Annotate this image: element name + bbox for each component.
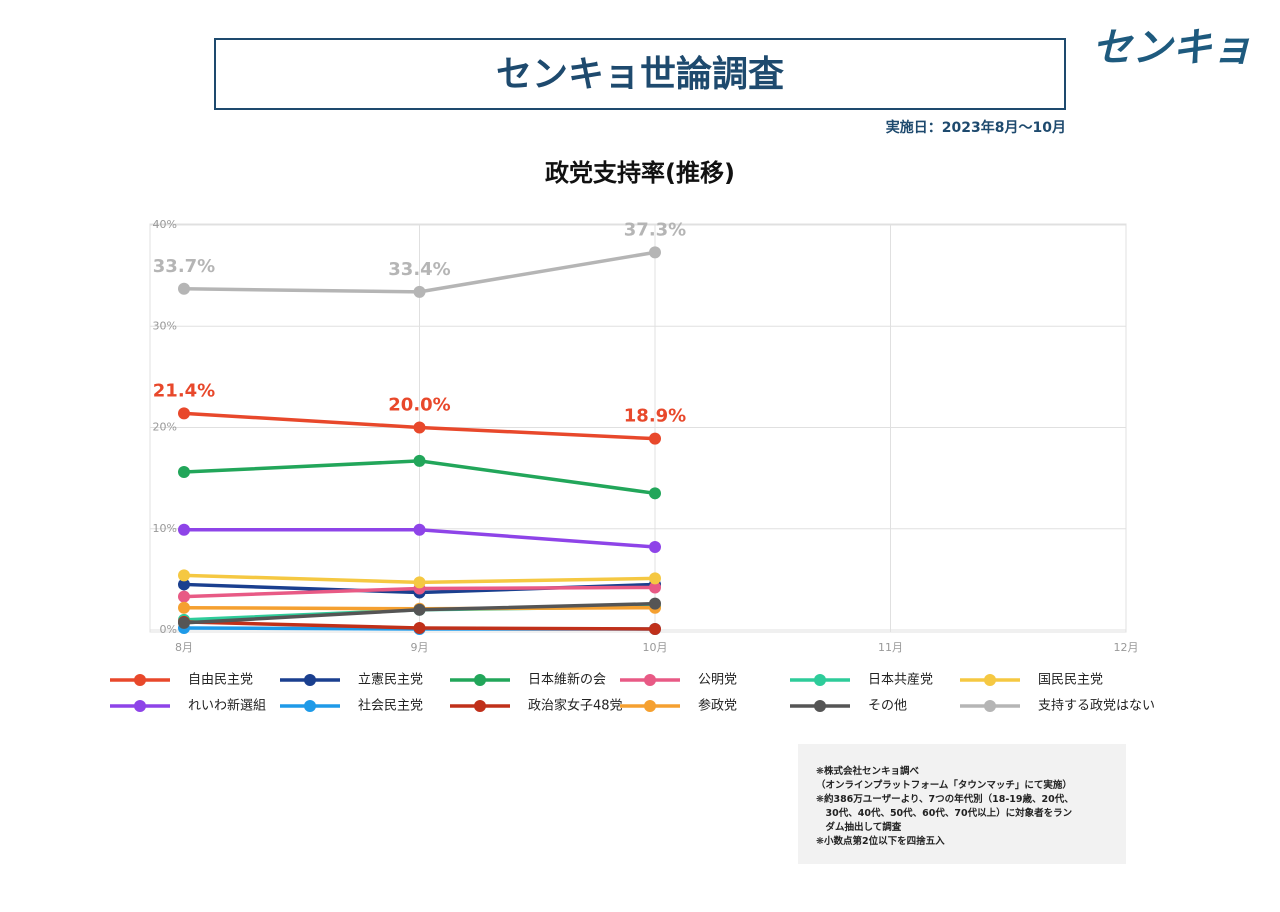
- chart-title: 政党支持率(推移): [545, 159, 735, 187]
- header-box: [214, 38, 1066, 110]
- note-line: ❋約386万ユーザーより、7つの年代別（18-19歳、20代、: [816, 793, 1074, 805]
- data-label: 33.7%: [153, 256, 215, 277]
- y-tick-label: 10%: [153, 522, 177, 535]
- legend-label: 日本共産党: [868, 672, 933, 688]
- note-line: ダム抽出して調査: [816, 821, 902, 833]
- x-tick-label: 8月: [175, 641, 193, 654]
- legend-marker: [984, 700, 996, 712]
- legend-marker: [644, 674, 656, 686]
- data-label: 37.3%: [624, 219, 686, 240]
- data-point: [649, 622, 661, 635]
- legend-label: 立憲民主党: [358, 672, 423, 688]
- data-point: [178, 601, 190, 614]
- date: 実施日：2023年8月〜10月: [886, 119, 1066, 136]
- data-point: [178, 407, 190, 420]
- data-point: [178, 282, 190, 295]
- legend-marker: [814, 700, 826, 712]
- legend-marker: [304, 674, 316, 686]
- data-point: [649, 487, 661, 500]
- data-point: [649, 432, 661, 445]
- legend-label: 公明党: [698, 673, 737, 688]
- legend-label: 参政党: [698, 698, 737, 714]
- note-line: 30代、40代、50代、60代、70代以上）に対象者をラン: [816, 807, 1072, 819]
- data-point: [649, 246, 661, 259]
- notes-box: [798, 744, 1126, 864]
- data-point: [413, 621, 426, 634]
- legend-label: 国民民主党: [1038, 673, 1103, 688]
- legend-marker: [304, 700, 316, 712]
- y-tick-label: 30%: [153, 319, 177, 332]
- data-point: [178, 523, 190, 536]
- data-point: [178, 616, 190, 629]
- legend-label: 政治家女子48党: [528, 698, 623, 714]
- legend-marker: [134, 674, 146, 686]
- legend-label: 支持する政党はない: [1038, 699, 1155, 714]
- x-tick-label: 9月: [411, 641, 429, 654]
- data-point: [413, 285, 426, 298]
- legend-label: 日本維新の会: [528, 672, 606, 688]
- y-tick-label: 20%: [153, 421, 177, 434]
- data-point: [413, 454, 426, 467]
- data-label: 18.9%: [624, 406, 686, 427]
- data-point: [649, 597, 661, 610]
- note-line: （オンラインプラットフォーム「タウンマッチ」にて実施）: [816, 779, 1072, 791]
- data-label: 21.4%: [153, 380, 215, 401]
- data-point: [649, 540, 661, 553]
- legend-marker: [474, 674, 486, 686]
- y-tick-label: 40%: [153, 218, 177, 231]
- note-line: ❋小数点第2位以下を四捨五入: [816, 835, 945, 847]
- legend-label: 自由民主党: [188, 673, 253, 688]
- data-point: [413, 603, 426, 616]
- legend-label: その他: [868, 699, 907, 714]
- data-point: [178, 590, 190, 603]
- legend-label: れいわ新選組: [188, 698, 266, 714]
- data-point: [178, 569, 190, 582]
- x-tick-label: 10月: [643, 641, 668, 654]
- data-point: [413, 576, 426, 589]
- legend-marker: [134, 700, 146, 712]
- logo: センキョ: [1092, 25, 1252, 71]
- y-tick-label: 0%: [160, 623, 177, 636]
- data-point: [413, 523, 426, 536]
- data-point: [178, 578, 190, 591]
- header-title: センキョ世論調査: [496, 54, 784, 95]
- data-point: [178, 466, 190, 479]
- legend-marker: [984, 674, 996, 686]
- x-tick-label: 12月: [1114, 641, 1139, 654]
- legend-label: 社会民主党: [358, 698, 423, 714]
- note-line: ❋株式会社センキョ調べ: [816, 765, 919, 777]
- data-label: 33.4%: [388, 259, 450, 280]
- data-label: 20.0%: [388, 395, 450, 416]
- data-point: [649, 581, 661, 594]
- data-point: [413, 421, 426, 434]
- x-tick-label: 11月: [878, 641, 903, 654]
- legend-marker: [814, 674, 826, 686]
- data-point: [649, 572, 661, 585]
- legend-marker: [644, 700, 656, 712]
- legend-marker: [474, 700, 486, 712]
